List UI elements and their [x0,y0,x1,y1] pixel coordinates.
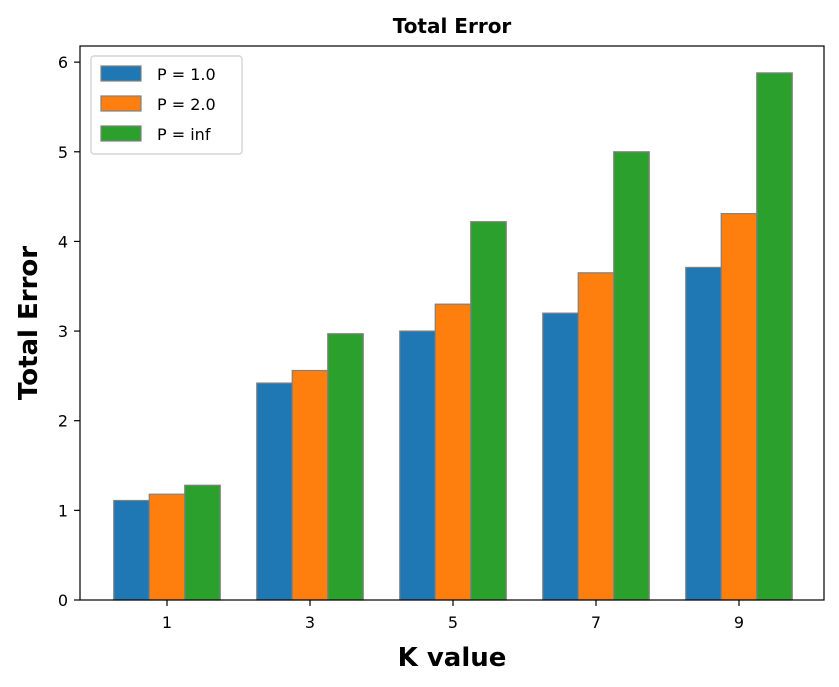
y-tick-label: 1 [58,501,68,520]
bar-p-inf-k9 [756,72,793,601]
bar-p-1-0-k9 [685,266,722,601]
y-tick-label: 6 [58,53,68,72]
y-tick-label: 3 [58,322,68,341]
x-tick-label: 5 [448,613,458,632]
x-tick-label: 9 [734,613,744,632]
legend-swatch [100,95,142,112]
axes-frame [79,45,825,601]
bar-p-1-0-k3 [256,382,293,601]
x-tick-label: 7 [591,613,601,632]
y-tick-label: 4 [58,232,68,251]
y-tick-label: 5 [58,143,68,162]
bar-p-inf-k7 [613,151,650,601]
bar-p-inf-k3 [327,333,364,601]
legend-entry-label: P = 2.0 [157,95,216,114]
bar-p-1-0-k1 [113,499,150,601]
bar-p-2-0-k7 [577,272,615,601]
bar-p-1-0-k7 [542,312,579,601]
y-tick-label: 0 [58,591,68,610]
y-axis-label: Total Error [14,246,44,400]
x-tick-label: 3 [305,613,315,632]
y-tick-label: 2 [58,412,68,431]
bar-p-2-0-k1 [148,493,186,601]
bar-p-inf-k1 [184,484,221,601]
legend-entry-label: P = inf [157,125,211,144]
legend-swatch [100,125,142,142]
x-tick-label: 1 [162,613,172,632]
legend-entry-label: P = 1.0 [157,65,216,84]
bar-p-2-0-k9 [720,213,758,601]
plot-area: 1 3 5 7 9 0 1 2 3 4 5 6 [58,45,825,632]
bar-p-1-0-k5 [399,330,436,601]
bar-p-inf-k5 [470,221,507,601]
bar-p-2-0-k5 [434,303,472,601]
bar-p-2-0-k3 [291,369,329,601]
legend-swatch [100,65,142,82]
legend: P = 1.0 P = 2.0 P = inf [90,55,243,155]
x-axis-label: K value [398,643,507,673]
chart-title: Total Error [393,14,512,38]
